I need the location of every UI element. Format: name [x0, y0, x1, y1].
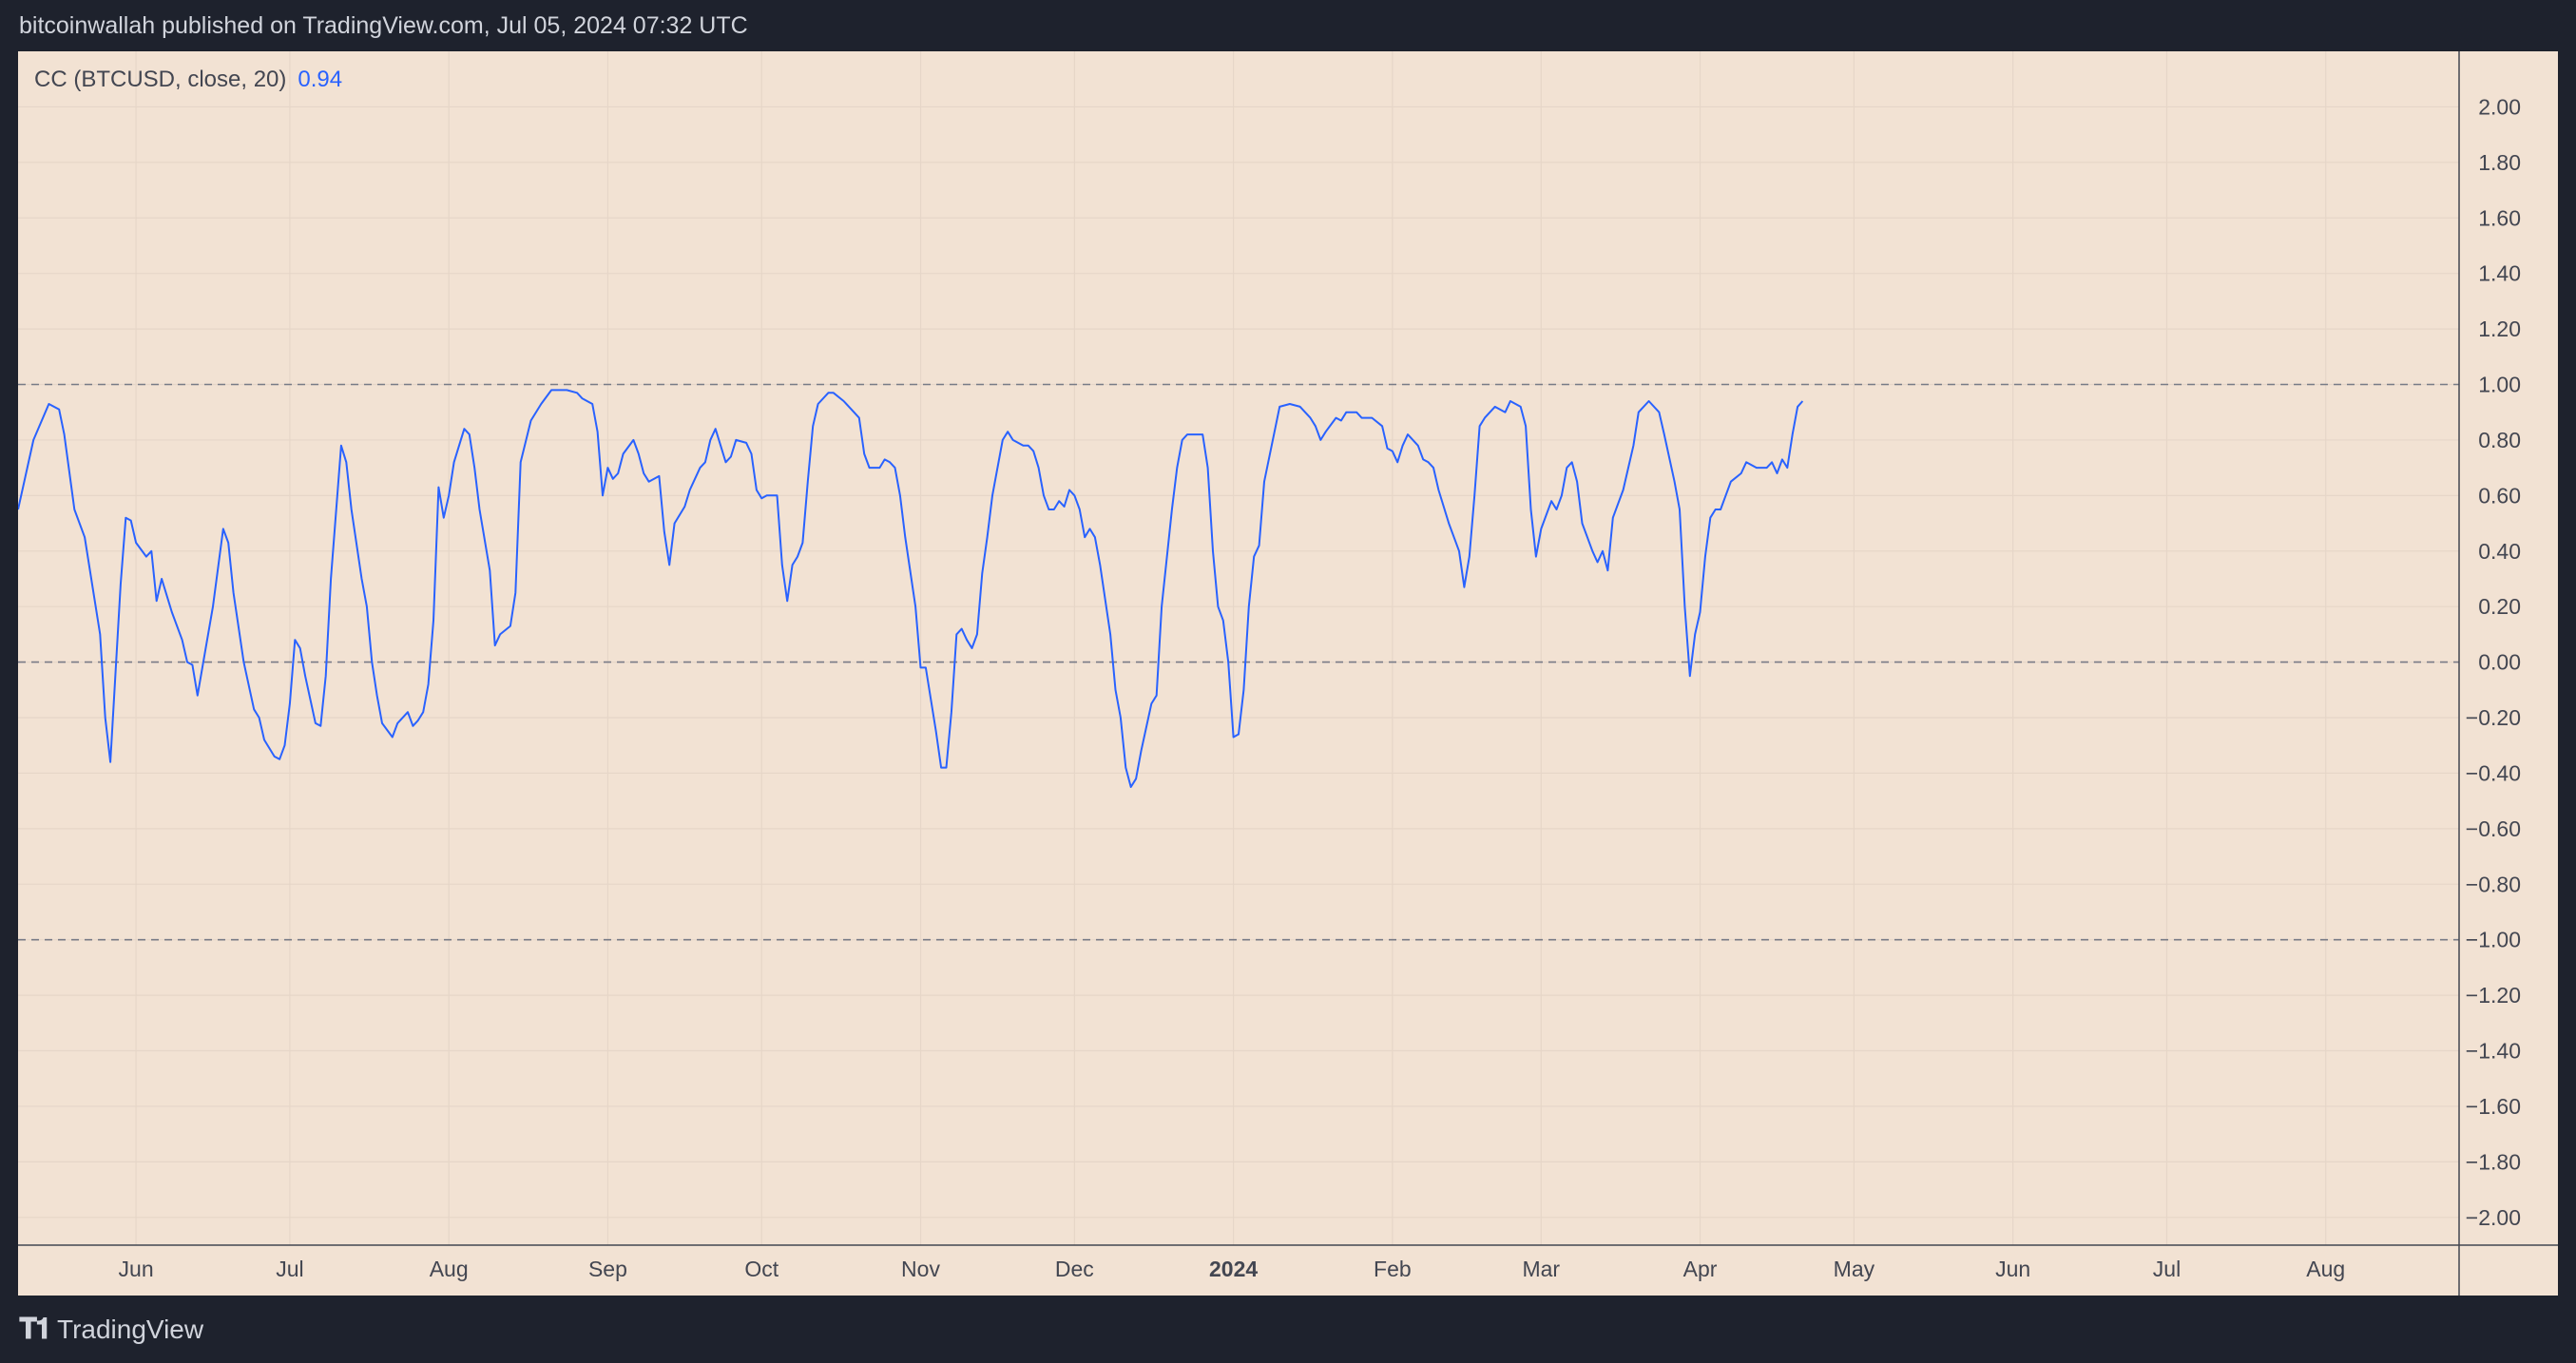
plot-background — [18, 51, 2558, 1296]
x-tick-label: Jul — [276, 1257, 303, 1281]
y-tick-label: 1.80 — [2478, 150, 2521, 175]
x-tick-label: Aug — [2306, 1257, 2345, 1281]
y-tick-label: −1.80 — [2466, 1149, 2521, 1174]
y-tick-label: 0.80 — [2478, 428, 2521, 452]
indicator-chart[interactable]: 2.00 1.80 1.60 1.40 1.20 1.00 0.80 0.60 0.40 0.20… — [17, 51, 2558, 1296]
x-tick-label: Jul — [2153, 1257, 2181, 1281]
y-tick-label: −2.00 — [2466, 1205, 2521, 1230]
chart-area[interactable]: 2.00 1.80 1.60 1.40 1.20 1.00 0.80 0.60 0.40 0.20… — [17, 51, 2558, 1296]
y-tick-label: −0.60 — [2466, 816, 2521, 841]
footer-brand-text[interactable]: TradingView — [57, 1314, 204, 1344]
x-tick-label: Apr — [1683, 1257, 1718, 1281]
y-tick-label: −0.20 — [2466, 705, 2521, 730]
y-tick-label: −1.20 — [2466, 983, 2521, 1008]
y-tick-label: 1.00 — [2478, 373, 2521, 397]
y-tick-label: −1.60 — [2466, 1094, 2521, 1119]
y-tick-label: 0.40 — [2478, 539, 2521, 564]
indicator-legend-value: 0.94 — [298, 67, 343, 92]
x-tick-label: Oct — [744, 1257, 779, 1281]
y-tick-label: 1.40 — [2478, 261, 2521, 286]
indicator-legend[interactable]: CC (BTCUSD, close, 20) 0.94 — [34, 67, 342, 93]
x-tick-label: Aug — [430, 1257, 469, 1281]
tradingview-logo-icon[interactable]: 𝐓𝟏 — [19, 1313, 51, 1346]
publish-header: bitcoinwallah published on TradingView.c… — [0, 0, 2576, 51]
x-tick-label: Jun — [1995, 1257, 2030, 1281]
cc-series-line[interactable] — [17, 389, 1804, 788]
y-tick-label: 0.60 — [2478, 483, 2521, 508]
y-tick-label: −0.40 — [2466, 760, 2521, 785]
x-tick-label: Mar — [1522, 1257, 1560, 1281]
y-tick-label: 0.00 — [2478, 650, 2521, 675]
x-tick-label: 2024 — [1209, 1257, 1258, 1281]
x-tick-label: Sep — [588, 1257, 627, 1281]
y-tick-label: −1.00 — [2466, 928, 2521, 952]
y-tick-label: 1.60 — [2478, 205, 2521, 230]
x-tick-label: Jun — [119, 1257, 154, 1281]
x-tick-label: Dec — [1055, 1257, 1094, 1281]
indicator-legend-label: CC (BTCUSD, close, 20) — [34, 67, 287, 92]
x-tick-label: Feb — [1374, 1257, 1412, 1281]
y-tick-label: −1.40 — [2466, 1039, 2521, 1064]
x-tick-label: Nov — [901, 1257, 940, 1281]
publish-info-text: bitcoinwallah published on TradingView.c… — [19, 11, 748, 39]
y-tick-label: 0.20 — [2478, 594, 2521, 619]
footer-bar: 𝐓𝟏 TradingView — [0, 1296, 2576, 1363]
y-tick-label: −0.80 — [2466, 872, 2521, 896]
y-tick-label: 1.20 — [2478, 317, 2521, 341]
y-tick-label: 2.00 — [2478, 94, 2521, 119]
x-tick-label: May — [1834, 1257, 1875, 1281]
